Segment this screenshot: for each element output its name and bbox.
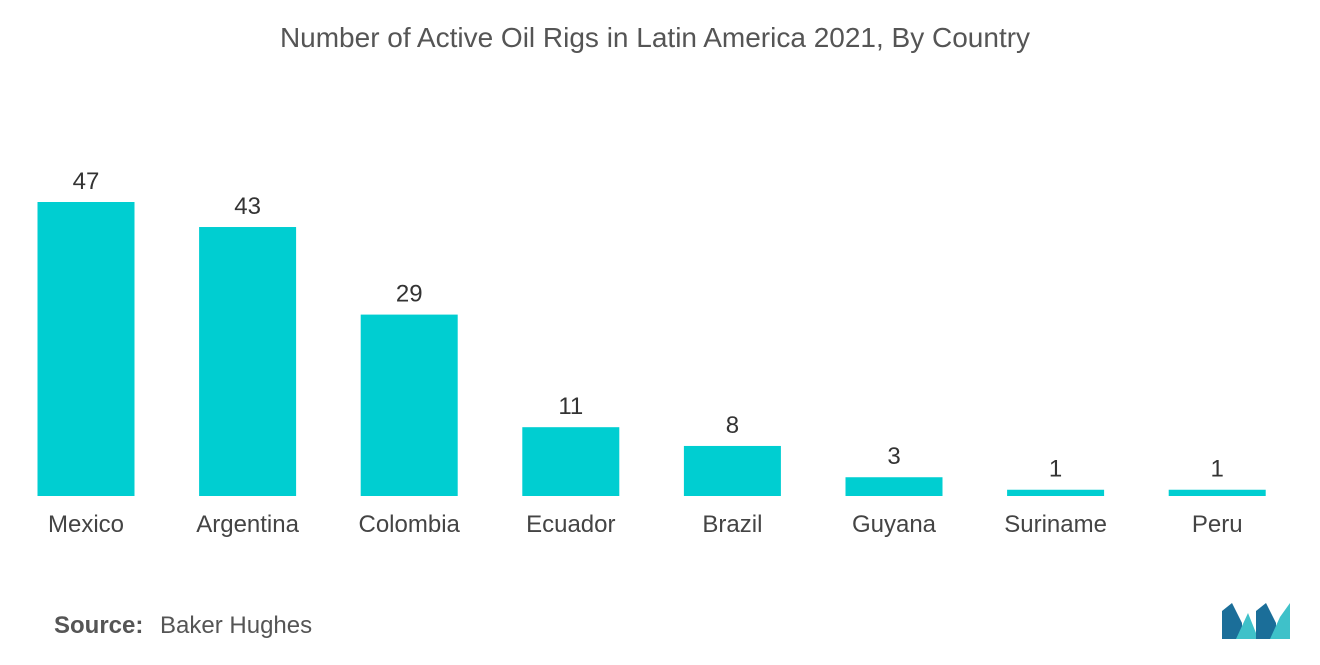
- x-tick-label-argentina: Argentina: [196, 511, 299, 538]
- x-tick-label-suriname: Suriname: [1004, 511, 1107, 538]
- bar-guyana: [845, 477, 943, 496]
- data-label-argentina: 43: [234, 193, 261, 220]
- source-note: Source: Baker Hughes: [54, 612, 312, 640]
- bar-mexico: [37, 202, 135, 496]
- x-tick-label-guyana: Guyana: [852, 511, 937, 538]
- data-label-suriname: 1: [1049, 456, 1062, 483]
- x-tick-label-brazil: Brazil: [702, 511, 762, 538]
- bar-ecuador: [522, 427, 620, 496]
- mordor-intelligence-logo-icon: [1222, 603, 1290, 644]
- x-tick-label-mexico: Mexico: [48, 511, 124, 538]
- x-tick-label-ecuador: Ecuador: [526, 511, 615, 538]
- bar-peru: [1168, 489, 1266, 496]
- source-text: Baker Hughes: [160, 612, 313, 639]
- data-label-colombia: 29: [396, 281, 423, 308]
- source-label: Source:: [54, 612, 144, 639]
- chart-title: Number of Active Oil Rigs in Latin Ameri…: [279, 22, 1031, 53]
- bar-colombia: [360, 314, 458, 496]
- data-label-brazil: 8: [726, 412, 739, 439]
- data-label-mexico: 47: [73, 168, 100, 195]
- x-tick-label-peru: Peru: [1192, 511, 1243, 538]
- data-label-guyana: 3: [887, 443, 900, 470]
- bar-suriname: [1007, 489, 1105, 496]
- x-tick-label-colombia: Colombia: [359, 511, 461, 538]
- bar-brazil: [683, 445, 781, 496]
- bar-argentina: [199, 227, 297, 496]
- data-label-peru: 1: [1211, 456, 1224, 483]
- bar-chart: 47Mexico43Argentina29Colombia11Ecuador8B…: [37, 168, 1266, 538]
- data-label-ecuador: 11: [558, 393, 583, 420]
